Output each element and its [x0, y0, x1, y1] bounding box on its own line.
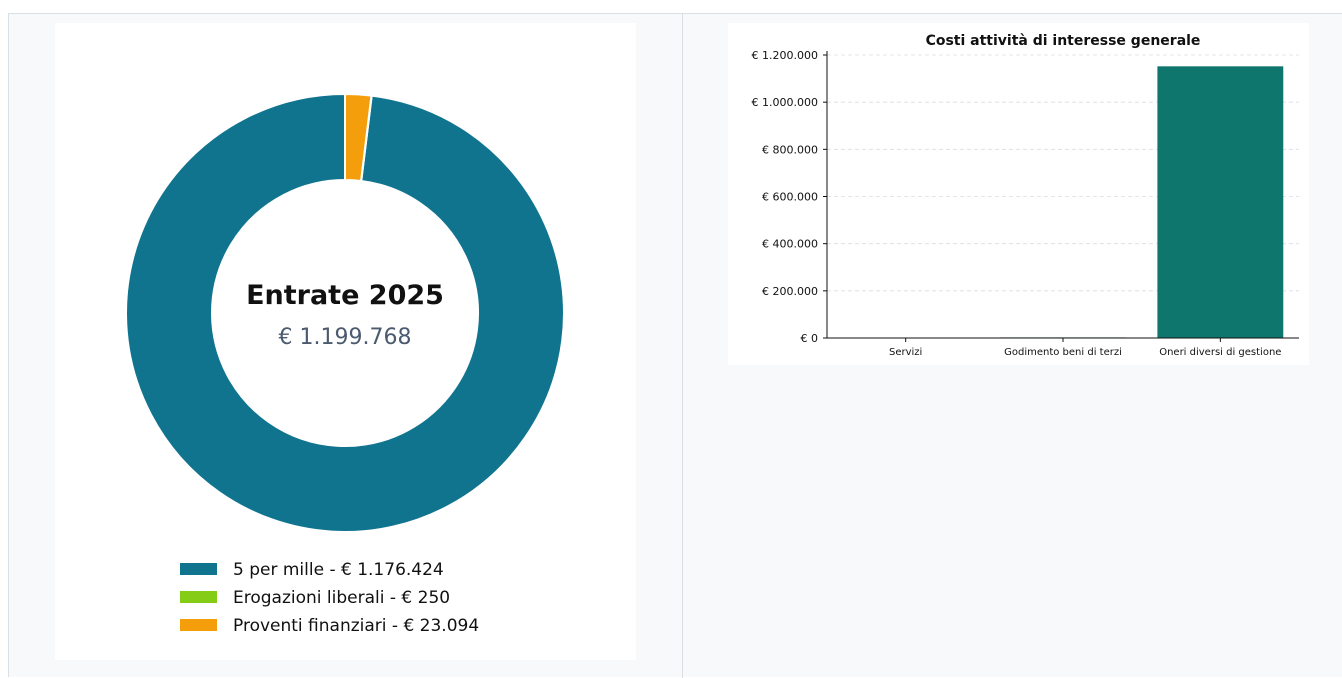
y-tick-label: € 800.000	[762, 143, 818, 156]
donut-card: Entrate 2025 € 1.199.768 5 per mille - €…	[55, 23, 636, 660]
column-divider	[682, 14, 683, 678]
donut-chart: Entrate 2025 € 1.199.768 5 per mille - €…	[125, 92, 565, 636]
bar-card: Costi attività di interesse generale € 0 €…	[728, 23, 1309, 365]
donut-legend: 5 per mille - € 1.176.424 Erogazioni lib…	[180, 560, 479, 636]
y-tick-label: € 400.000	[762, 238, 818, 251]
bar-oneri-diversi-di-gestione	[1157, 66, 1284, 338]
x-tick-label: Godimento beni di terzi	[1004, 347, 1122, 358]
dashboard-page: Entrate 2025 € 1.199.768 5 per mille - €…	[8, 13, 1342, 678]
legend-label-5-per-mille: 5 per mille - € 1.176.424	[233, 560, 444, 580]
legend-label-proventi-finanziari: Proventi finanziari - € 23.094	[233, 616, 479, 636]
y-tick-label: € 200.000	[762, 285, 818, 298]
legend-swatch-proventi-finanziari	[180, 619, 217, 631]
y-tick-label: € 1.200.000	[752, 49, 818, 62]
bar-chart-title: Costi attività di interesse generale	[926, 33, 1201, 49]
donut-title: Entrate 2025	[246, 280, 444, 311]
y-tick-label: € 1.000.000	[752, 96, 818, 109]
x-tick-label: Oneri diversi di gestione	[1159, 347, 1281, 358]
donut-slice-5-per-mille	[125, 92, 565, 533]
legend-swatch-erogazioni-liberali	[180, 591, 217, 603]
bar-chart: Costi attività di interesse generale € 0 €…	[752, 33, 1299, 358]
legend-label-erogazioni-liberali: Erogazioni liberali - € 250	[233, 588, 450, 608]
legend-swatch-5-per-mille	[180, 563, 217, 575]
donut-total: € 1.199.768	[279, 325, 412, 350]
y-tick-label: € 600.000	[762, 191, 818, 204]
x-tick-label: Servizi	[889, 347, 922, 358]
y-tick-label: € 0	[801, 332, 819, 345]
donut-slice-proventi-finanziari	[344, 92, 373, 183]
